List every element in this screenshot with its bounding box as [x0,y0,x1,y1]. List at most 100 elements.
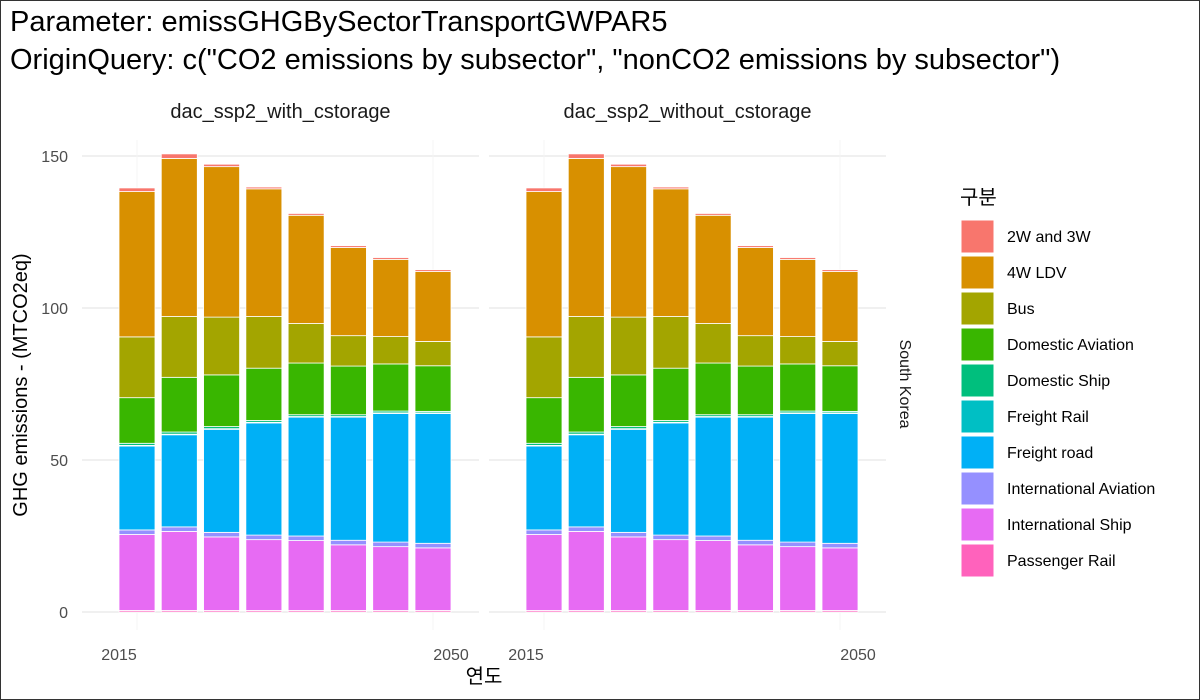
bar-segment-international-ship [118,534,156,611]
bar-segment-2w-and-3w [287,213,325,216]
bar-segment-international-aviation [372,541,410,548]
bar-segment-bus [330,335,367,367]
bar-segment-freight-road [525,445,563,531]
y-tick-label: 100 [41,301,68,318]
bar-segment-freight-road [160,434,198,528]
bar-segment-4w-ldv [203,166,240,318]
bar-segment-freight-road [694,416,732,537]
bar-segment-2w-and-3w [160,153,198,159]
bar-segment-2w-and-3w [203,163,240,168]
x-tick-label: 2050 [433,647,469,664]
bar-segment-bus [245,316,283,369]
bar-segment-international-aviation [330,539,367,546]
bar-segment-international-aviation [737,539,774,546]
bar-segment-bus [652,316,690,369]
legend-swatch-international-aviation [960,471,995,506]
bar-segment-domestic-aviation [330,365,367,416]
bar-segment-4w-ldv [414,271,452,342]
legend-title: 구분 [960,185,997,209]
bar-segment-freight-road [821,413,859,544]
legend-swatch-domestic-ship [960,363,995,398]
bar-segment-international-aviation [118,529,156,535]
x-tick-label: 2015 [101,647,137,664]
bar-segment-international-ship [779,546,817,611]
bar-segment-domestic-aviation [652,367,690,421]
facet-strip-label: dac_ssp2_without_cstorage [564,101,812,123]
bar-segment-domestic-aviation [610,374,647,427]
bar-segment-2w-and-3w [414,269,452,272]
bar-segment-international-aviation [414,542,452,549]
bar-segment-2w-and-3w [737,245,774,248]
legend-swatch-international-ship [960,507,995,542]
bar-segment-domestic-aviation [567,376,605,433]
bar-segment-4w-ldv [118,191,156,338]
bar-segment-international-ship [652,539,690,611]
legend-swatch-2w-and-3w [960,219,995,254]
bar-segment-international-aviation [694,535,732,541]
bar-segment-international-aviation [652,534,690,541]
bar-segment-international-aviation [610,531,647,538]
bar-segment-international-ship [330,544,367,611]
bar-segment-freight-road [652,422,690,536]
facet-row-strip-label: South Korea [896,340,913,429]
bar-segment-freight-road [779,413,817,543]
bar-segment-international-aviation [287,535,325,541]
bar-segment-international-aviation [525,529,563,535]
bar-segment-international-ship [694,540,732,611]
bar-segment-2w-and-3w [372,257,410,260]
bar-segment-2w-and-3w [694,213,732,216]
bar-segment-2w-and-3w [330,245,367,248]
legend-label-passenger-rail: Passenger Rail [1007,553,1116,570]
legend-swatch-4w-ldv [960,255,995,290]
y-tick-label: 150 [41,149,68,166]
legend-label-international-aviation: International Aviation [1007,481,1155,498]
legend-swatch-passenger-rail [960,543,995,578]
bar-segment-4w-ldv [694,214,732,324]
bar-segment-international-ship [414,547,452,611]
bar-segment-4w-ldv [245,188,283,317]
bar-segment-domestic-aviation [118,397,156,444]
legend-label-2w-and-3w: 2W and 3W [1007,229,1091,246]
x-axis-title: 연도 [466,665,503,688]
legend-swatch-domestic-aviation [960,327,995,362]
plot-title-line-1: Parameter: emissGHGBySectorTransportGWPA… [10,6,668,38]
bar-segment-2w-and-3w [567,153,605,159]
bar-segment-freight-road [737,416,774,541]
legend-label-4w-ldv: 4W LDV [1007,265,1067,282]
bar-segment-4w-ldv [652,188,690,317]
legend-swatch-freight-road [960,435,995,470]
bar-segment-international-ship [160,531,198,611]
bar-segment-international-ship [610,536,647,611]
x-tick-label: 2050 [840,647,876,664]
bar-segment-international-aviation [245,534,283,541]
bar-segment-domestic-aviation [821,365,859,412]
bar-segment-freight-road [287,416,325,537]
legend-label-bus: Bus [1007,301,1035,318]
bar-segment-bus [779,336,817,365]
bar-segment-international-ship [821,547,859,611]
bar-segment-domestic-aviation [525,397,563,444]
bar-segment-2w-and-3w [525,187,563,192]
bar-segment-bus [414,341,452,367]
bar-segment-freight-road [203,428,240,533]
bar-segment-international-ship [567,531,605,611]
bar-segment-domestic-aviation [203,374,240,427]
bar-segment-bus [118,336,156,399]
bar-segment-domestic-aviation [245,367,283,421]
bar-segment-4w-ldv [287,214,325,324]
bar-segment-domestic-aviation [372,363,410,412]
legend-swatch-bus [960,291,995,326]
bar-segment-4w-ldv [737,247,774,337]
bar-segment-international-aviation [821,542,859,549]
bar-segment-domestic-aviation [694,362,732,416]
bar-segment-2w-and-3w [118,187,156,192]
bar-segment-2w-and-3w [779,257,817,260]
legend-label-domestic-ship: Domestic Ship [1007,373,1110,390]
bar-segment-international-aviation [160,526,198,532]
bar-segment-domestic-aviation [287,362,325,416]
bar-segment-bus [821,341,859,367]
legend-label-international-ship: International Ship [1007,517,1132,534]
bar-segment-international-ship [372,546,410,611]
bar-segment-freight-road [330,416,367,541]
